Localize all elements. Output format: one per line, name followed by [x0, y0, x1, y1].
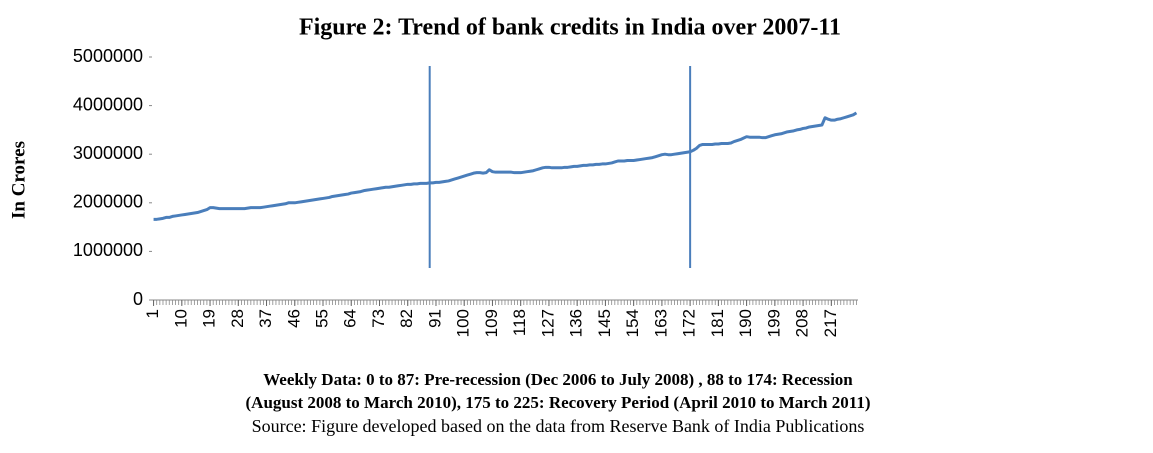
y-axis-title: In Crores: [8, 141, 29, 219]
chart-title: Figure 2: Trend of bank credits in India…: [299, 15, 841, 41]
x-tick-label: 172: [680, 309, 699, 337]
caption: (August 2008 to March 2010), 175 to 225:…: [246, 393, 871, 412]
x-tick-label: 136: [567, 309, 586, 337]
x-tick-label: 181: [708, 309, 727, 337]
x-tick-label: 127: [538, 309, 557, 337]
x-tick-label: 19: [200, 309, 219, 328]
x-tick-label: 217: [821, 309, 840, 337]
data-line: [153, 111, 858, 221]
x-tick-label: 82: [397, 309, 416, 328]
x-tick-label: 10: [171, 309, 190, 328]
y-tick-label: 1000000: [73, 240, 143, 260]
x-tick-label: 109: [482, 309, 501, 337]
caption: Weekly Data: 0 to 87: Pre-recession (Dec…: [263, 370, 853, 389]
x-tick-label: 46: [284, 309, 303, 328]
x-tick-label: 55: [312, 309, 331, 328]
y-tick-label: 4000000: [73, 94, 143, 114]
y-tick-label: 0: [133, 289, 143, 309]
x-tick-label: 154: [623, 309, 642, 337]
x-tick-label: 163: [651, 309, 670, 337]
x-tick-label: 100: [454, 309, 473, 337]
source-note: Source: Figure developed based on the da…: [252, 416, 865, 436]
y-tick-label: 2000000: [73, 192, 143, 212]
y-tick-label: 5000000: [73, 46, 143, 66]
x-tick-label: 37: [256, 309, 275, 328]
x-tick-label: 190: [736, 309, 755, 337]
x-tick-label: 64: [341, 309, 360, 328]
y-tick-label: 3000000: [73, 143, 143, 163]
x-tick-label: 28: [228, 309, 247, 328]
x-tick-label: 91: [425, 309, 444, 328]
x-tick-label: 208: [793, 309, 812, 337]
x-tick-label: 1: [143, 309, 162, 318]
x-tick-label: 118: [510, 309, 529, 336]
x-tick-label: 199: [764, 309, 783, 337]
x-tick-label: 145: [595, 309, 614, 337]
x-tick-label: 73: [369, 309, 388, 328]
